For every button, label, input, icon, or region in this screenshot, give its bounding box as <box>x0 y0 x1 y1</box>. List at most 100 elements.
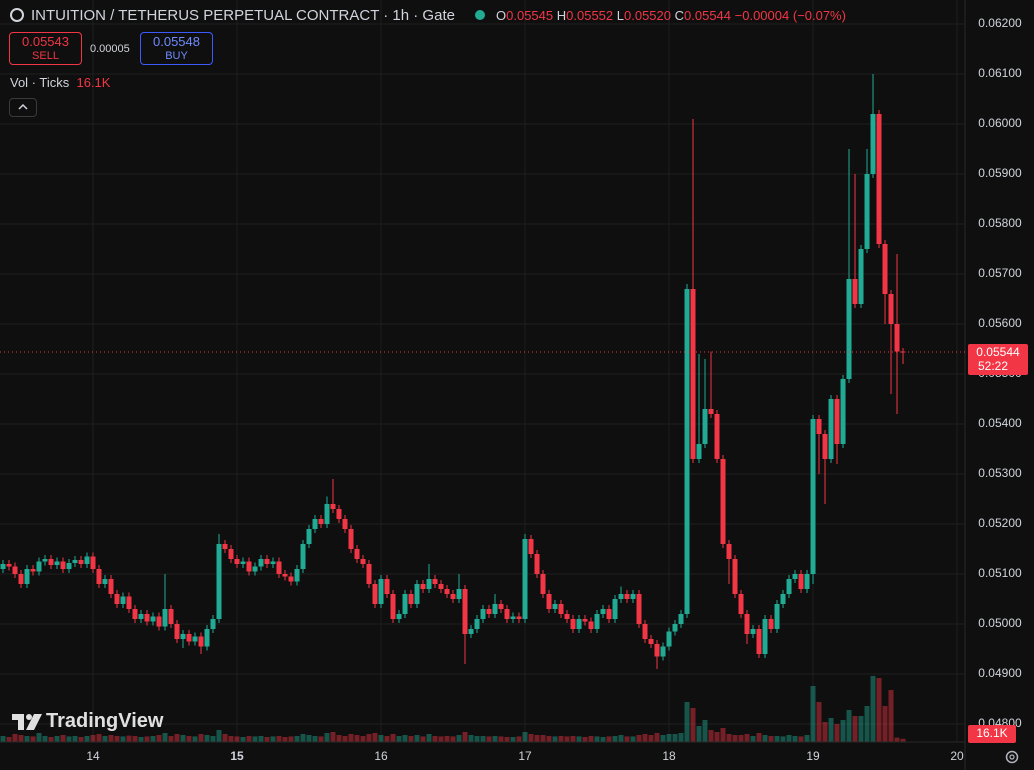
candle-body <box>378 579 384 604</box>
volume-bar <box>786 735 792 742</box>
volume-bar <box>66 736 72 742</box>
volume-bar <box>594 736 600 742</box>
volume-bar <box>372 733 378 742</box>
volume-bar <box>840 720 846 742</box>
candle-body <box>66 563 72 569</box>
volume-bar <box>678 733 684 742</box>
volume-bar <box>864 706 870 742</box>
candle-body <box>774 604 780 629</box>
volume-bar <box>342 736 348 742</box>
candle-body <box>558 604 564 614</box>
volume-bar <box>444 736 450 742</box>
volume-bar <box>354 735 360 742</box>
y-tick-label: 0.05900 <box>978 166 1022 180</box>
candle-body <box>702 409 708 444</box>
candle-body <box>120 596 126 604</box>
candle-body <box>390 594 396 619</box>
volume-bar <box>360 736 366 742</box>
volume-bar <box>90 735 96 742</box>
candle-body <box>264 559 270 564</box>
candle-body <box>528 539 534 554</box>
candle-body <box>798 574 804 589</box>
sell-label: SELL <box>32 50 59 62</box>
volume-bar <box>702 720 708 742</box>
y-tick-label: 0.06200 <box>978 16 1022 30</box>
candle-body <box>498 604 504 609</box>
candle-body <box>690 289 696 459</box>
buy-button[interactable]: 0.05548 BUY <box>140 32 213 65</box>
volume-bar <box>540 735 546 742</box>
candle-body <box>294 569 300 582</box>
candle-body <box>588 621 594 629</box>
candle-body <box>876 114 882 244</box>
volume-bar <box>804 735 810 742</box>
candle-body <box>198 636 204 647</box>
candle-body <box>54 561 60 565</box>
volume-bar <box>198 734 204 742</box>
y-tick-label: 0.04900 <box>978 666 1022 680</box>
sell-price: 0.05543 <box>22 34 69 49</box>
volume-bar <box>546 736 552 742</box>
candle-body <box>756 629 762 654</box>
buy-label: BUY <box>165 50 188 62</box>
y-tick-label: 0.05000 <box>978 616 1022 630</box>
volume-bar <box>870 676 876 742</box>
candle-body <box>714 414 720 459</box>
volume-bar <box>18 735 24 742</box>
x-tick-label: 18 <box>662 749 676 763</box>
candle-body <box>534 554 540 574</box>
volume-bar <box>204 735 210 742</box>
settings-icon[interactable] <box>1004 749 1020 765</box>
volume-bar <box>246 736 252 742</box>
volume-bar <box>498 736 504 742</box>
spread: 0.00005 <box>90 43 130 55</box>
volume-bar <box>636 735 642 742</box>
candle-body <box>474 619 480 629</box>
volume-bar <box>132 736 138 742</box>
volume-bars <box>0 676 906 742</box>
candle-body <box>306 529 312 544</box>
candle-body <box>852 279 858 304</box>
candle-body <box>492 604 498 614</box>
candle-body <box>654 644 660 657</box>
volume-bar <box>390 734 396 742</box>
candle-body <box>648 639 654 644</box>
volume-bar <box>654 733 660 742</box>
candle-body <box>252 566 258 572</box>
volume-bar <box>528 734 534 742</box>
volume-bar <box>108 735 114 742</box>
candle-body <box>324 504 330 524</box>
volume-bar <box>582 737 588 742</box>
candle-body <box>396 614 402 619</box>
candle-body <box>726 544 732 559</box>
candle-body <box>510 616 516 619</box>
candle-body <box>360 559 366 564</box>
volume-bar <box>450 736 456 742</box>
candle-body <box>96 569 102 584</box>
volume-bar <box>492 736 498 742</box>
candle-body <box>522 539 528 619</box>
candle-body <box>180 634 186 639</box>
volume-bar <box>240 737 246 742</box>
candle-body <box>840 379 846 444</box>
candle-body <box>822 434 828 459</box>
candle-body <box>738 594 744 614</box>
candle-body <box>642 624 648 639</box>
volume-bar <box>24 736 30 742</box>
candle-body <box>834 399 840 444</box>
candle-body <box>516 616 522 619</box>
y-tick-label: 0.06000 <box>978 116 1022 130</box>
candle-body <box>864 174 870 249</box>
collapse-button[interactable] <box>9 98 37 117</box>
volume-bar <box>876 678 882 742</box>
volume-bar <box>456 735 462 742</box>
sell-button[interactable]: 0.05543 SELL <box>9 32 82 65</box>
candle-body <box>18 574 24 584</box>
volume-bar <box>306 735 312 742</box>
volume-bar <box>288 736 294 742</box>
candle-body <box>276 561 282 574</box>
volume-bar <box>174 734 180 742</box>
candle-body <box>258 559 264 567</box>
volume-bar <box>234 736 240 742</box>
volume-bar <box>852 716 858 742</box>
